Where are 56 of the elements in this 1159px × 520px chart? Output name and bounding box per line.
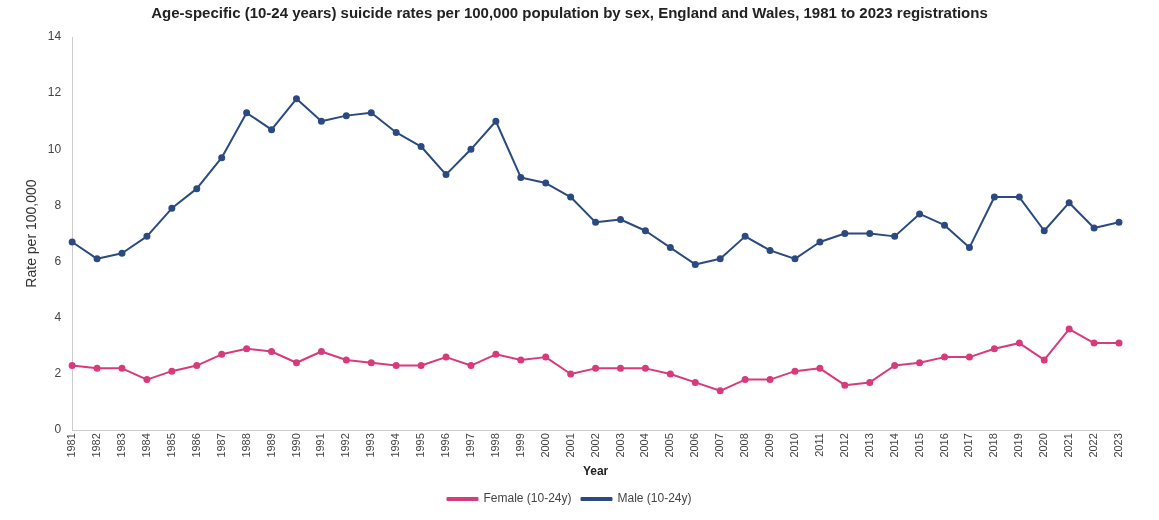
x-tick-label: 2019 [1012, 433, 1025, 458]
legend-label: Female (10-24y) [483, 491, 572, 506]
x-tick-label: 1999 [513, 433, 526, 458]
x-tick-label: 1993 [364, 433, 377, 458]
x-axis-title: Year [582, 464, 609, 479]
x-tick-label: 1986 [189, 433, 202, 458]
y-axis-title: Rate per 100,000 [23, 179, 40, 288]
x-tick-label: 1995 [414, 433, 427, 458]
x-tick-label: 2003 [613, 433, 626, 458]
x-tick-label: 1990 [289, 433, 302, 458]
x-tick-label: 1985 [164, 433, 177, 458]
y-tick-label: 4 [54, 310, 62, 325]
y-tick-label: 2 [54, 366, 62, 381]
x-tick-label: 1992 [339, 433, 352, 458]
x-tick-label: 2012 [837, 433, 850, 458]
x-tick-label: 1987 [214, 433, 227, 458]
x-tick-label: 2018 [987, 433, 1000, 458]
x-tick-label: 2021 [1062, 433, 1075, 458]
y-tick-label: 10 [47, 141, 62, 156]
x-tick-label: 2009 [763, 433, 776, 458]
x-tick-label: 1988 [239, 433, 252, 458]
x-tick-label: 2000 [538, 433, 551, 458]
chart-title: Age-specific (10-24 years) suicide rates per 100,000 population by sex, England and Wales, 1981 to 2023 registrations [151, 4, 988, 22]
x-tick-label: 1989 [264, 433, 277, 458]
x-tick-label: 1982 [90, 433, 103, 458]
x-tick-label: 1998 [488, 433, 501, 458]
x-tick-label: 2004 [638, 433, 651, 458]
x-tick-label: 2022 [1087, 433, 1100, 458]
x-tick-label: 2002 [588, 433, 601, 458]
x-tick-label: 2014 [887, 433, 900, 458]
x-tick-label: 2005 [663, 433, 676, 458]
x-tick-label: 2020 [1037, 433, 1050, 458]
x-tick-label: 1996 [439, 433, 452, 458]
y-tick-label: 0 [54, 422, 62, 437]
y-tick-label: 6 [54, 253, 62, 268]
x-tick-label: 2008 [738, 433, 751, 458]
y-tick-label: 14 [47, 29, 62, 44]
x-tick-label: 2015 [912, 433, 925, 458]
x-tick-label: 2013 [862, 433, 875, 458]
x-tick-label: 2006 [688, 433, 701, 458]
x-tick-label: 2001 [563, 433, 576, 458]
legend-label: Male (10-24y) [617, 491, 692, 506]
x-tick-label: 2011 [812, 433, 825, 457]
x-tick-label: 2016 [937, 433, 950, 458]
x-tick-label: 2007 [713, 433, 726, 458]
x-tick-label: 2017 [962, 433, 975, 458]
x-tick-label: 1994 [389, 433, 402, 458]
x-tick-label: 1983 [115, 433, 128, 458]
x-tick-label: 1991 [314, 433, 327, 458]
x-tick-label: 1984 [139, 433, 152, 458]
y-tick-label: 8 [54, 197, 62, 212]
y-tick-label: 12 [47, 85, 62, 100]
x-tick-label: 2010 [788, 433, 801, 458]
x-tick-label: 1981 [65, 433, 78, 458]
x-tick-label: 1997 [463, 433, 476, 458]
x-tick-label: 2023 [1112, 433, 1125, 458]
